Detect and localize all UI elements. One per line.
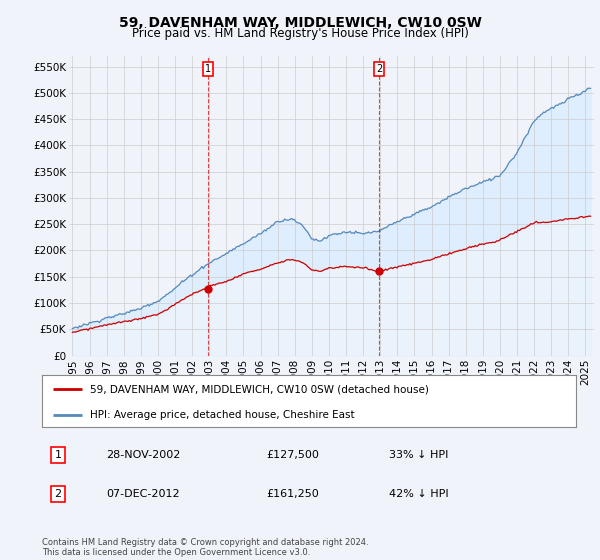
Text: 07-DEC-2012: 07-DEC-2012	[106, 489, 180, 499]
Text: Price paid vs. HM Land Registry's House Price Index (HPI): Price paid vs. HM Land Registry's House …	[131, 27, 469, 40]
Text: 1: 1	[205, 64, 211, 74]
Text: 33% ↓ HPI: 33% ↓ HPI	[389, 450, 448, 460]
Text: 2: 2	[55, 489, 62, 499]
Text: £161,250: £161,250	[266, 489, 319, 499]
Text: 2: 2	[376, 64, 382, 74]
Text: Contains HM Land Registry data © Crown copyright and database right 2024.
This d: Contains HM Land Registry data © Crown c…	[42, 538, 368, 557]
Text: £127,500: £127,500	[266, 450, 319, 460]
Text: 59, DAVENHAM WAY, MIDDLEWICH, CW10 0SW: 59, DAVENHAM WAY, MIDDLEWICH, CW10 0SW	[119, 16, 481, 30]
Text: 42% ↓ HPI: 42% ↓ HPI	[389, 489, 449, 499]
Text: 28-NOV-2002: 28-NOV-2002	[106, 450, 181, 460]
Text: HPI: Average price, detached house, Cheshire East: HPI: Average price, detached house, Ches…	[90, 410, 355, 421]
Text: 59, DAVENHAM WAY, MIDDLEWICH, CW10 0SW (detached house): 59, DAVENHAM WAY, MIDDLEWICH, CW10 0SW (…	[90, 384, 429, 394]
Text: 1: 1	[55, 450, 62, 460]
